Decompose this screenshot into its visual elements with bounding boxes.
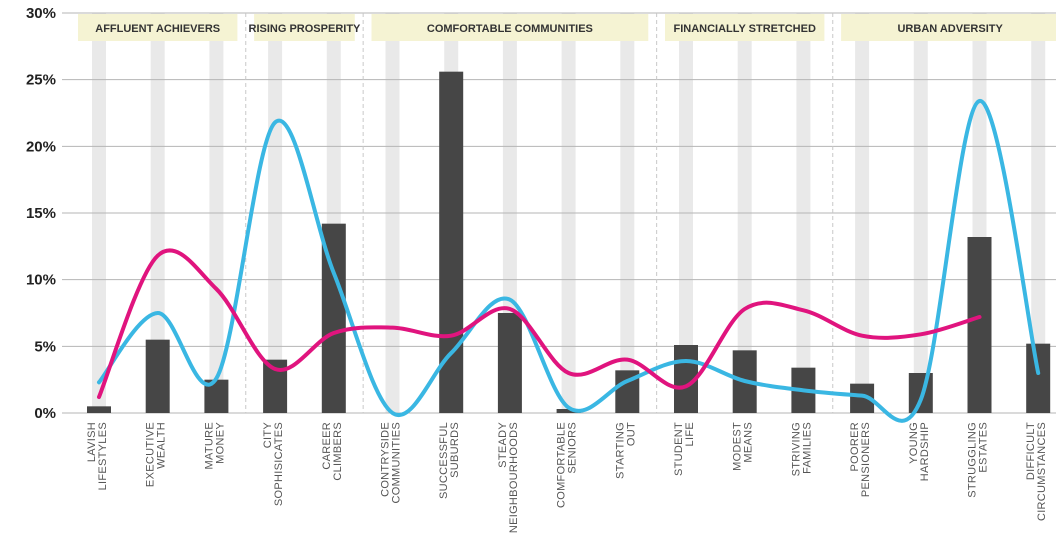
y-axis-ticks: 0% 5% 10% 15% 20% 25% 30%: [26, 5, 56, 422]
bar: [1026, 343, 1051, 413]
x-tick-label: CITYSOPHISICATES: [262, 422, 285, 506]
x-tick-label: COMFORTABLESENIORS: [556, 422, 579, 508]
group-band: [78, 14, 238, 41]
x-tick-label: LAVISHLIFESTYLES: [86, 422, 109, 490]
line-series: [97, 99, 1041, 423]
x-tick-label: CAREERCLIMBERS: [321, 422, 344, 481]
x-tick-label: STUDENTLIFE: [673, 422, 696, 476]
x-tick-label: STARTINGOUT: [614, 422, 637, 479]
group-band: [841, 14, 1056, 41]
bar-series: [87, 71, 1051, 414]
x-tick-label: STEADYNEIGHBOURHOODS: [497, 422, 520, 534]
y-tick-label: 25%: [26, 72, 56, 89]
y-tick-label: 20%: [26, 138, 56, 155]
x-tick-label: YOUNGHARDSHIP: [908, 422, 931, 481]
line-series-path: [97, 99, 1041, 423]
bar: [556, 409, 581, 413]
y-tick-label: 5%: [34, 338, 56, 355]
line-series-path: [97, 248, 982, 399]
segment-group-bands: AFFLUENT ACHIEVERS RISING PROSPERITY COMFO…: [78, 14, 1056, 41]
x-tick-label: CONTRYSIDECOMMUNITIES: [380, 422, 403, 504]
segment-group-dividers: [245, 13, 834, 413]
x-tick-label: MODESTMEANS: [732, 422, 755, 471]
bar: [87, 406, 111, 413]
y-tick-label: 0%: [34, 405, 56, 422]
x-tick-label: EXECUTIVEWEALTH: [145, 422, 168, 487]
group-label: URBAN ADVERSITY: [897, 23, 1003, 35]
group-label: RISING PROSPERITY: [249, 23, 362, 35]
group-band: [665, 14, 825, 41]
x-tick-label: POORERPENSIONERS: [849, 422, 872, 497]
x-tick-label: DIFFICULTCIRCUMSTANCES: [1025, 422, 1048, 521]
bar: [145, 339, 170, 413]
x-tick-label: MATUREMONEY: [203, 422, 226, 470]
x-tick-label: STRIVINGFAMILIES: [790, 422, 813, 476]
x-axis-ticks: LAVISHLIFESTYLES EXECUTIVEWEALTH MATUREMON…: [86, 422, 1048, 534]
bar: [908, 373, 933, 413]
x-tick-label: SUCCESSFULSUBURDS: [438, 422, 461, 499]
group-label: AFFLUENT ACHIEVERS: [95, 23, 220, 35]
bar: [497, 313, 522, 413]
bar: [967, 237, 992, 413]
x-tick-label: STRUGGLINGESTATES: [967, 422, 990, 498]
bar: [439, 71, 464, 414]
y-tick-label: 15%: [26, 205, 56, 222]
group-band: [371, 14, 649, 41]
group-label: COMFORTABLE COMMUNITIES: [427, 23, 593, 35]
group-label: FINANCIALLY STRETCHED: [673, 23, 815, 35]
group-band: [254, 14, 355, 41]
y-tick-label: 30%: [26, 5, 56, 22]
y-tick-label: 10%: [26, 272, 56, 289]
